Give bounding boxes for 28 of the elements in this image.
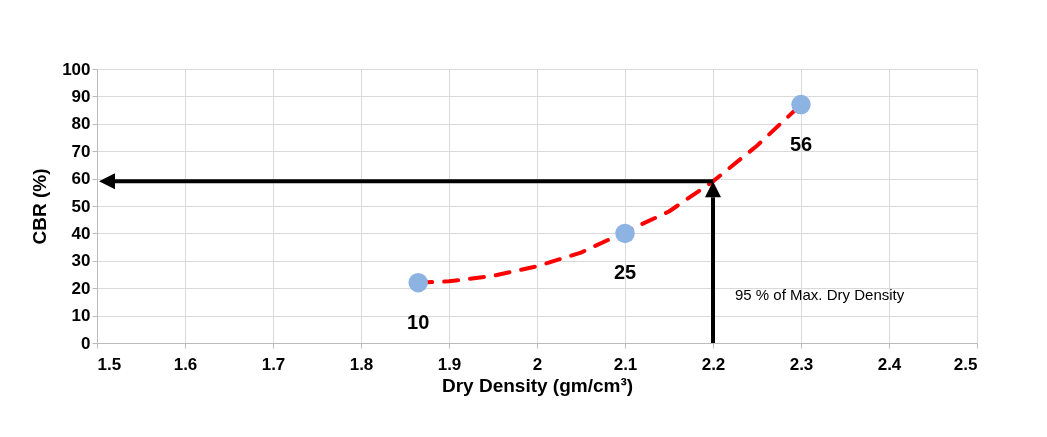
y-tick-label: 40 [71, 223, 91, 243]
x-tick-label: 1.6 [173, 354, 198, 374]
x-tick-label: 2.1 [613, 354, 638, 374]
x-axis-title: Dry Density (gm/cm³) [441, 374, 634, 396]
y-tick-label: 90 [71, 86, 91, 106]
y-axis-title: CBR (%) [29, 168, 51, 245]
y-tick-label: 100 [62, 59, 91, 79]
x-tick-label: 2.3 [789, 354, 814, 374]
annotation: 25 [613, 261, 637, 284]
x-tick-label: 1.7 [261, 354, 286, 374]
x-tick-label: 1.9 [437, 354, 462, 374]
x-tick-label: 2.2 [701, 354, 726, 374]
y-tick-label: 50 [71, 196, 91, 216]
annotation: 56 [789, 132, 813, 155]
ref-line-label: 95 % of Max. Dry Density [735, 285, 905, 303]
annotation: 10 [407, 310, 430, 333]
y-tick-label: 60 [71, 169, 91, 189]
x-tick-label: 2.5 [953, 354, 978, 374]
y-tick-label: 0 [81, 333, 91, 353]
y-tick-label: 80 [71, 114, 91, 134]
x-tick-label: 2 [532, 354, 543, 374]
y-tick-label: 20 [71, 278, 91, 298]
x-tick-label: 2.4 [877, 354, 902, 374]
x-tick-label: 1.8 [349, 354, 374, 374]
x-tick-label: 1.5 [97, 354, 122, 374]
y-tick-label: 10 [71, 306, 91, 326]
y-tick-label: 30 [71, 251, 91, 271]
y-tick-label: 70 [71, 141, 91, 161]
